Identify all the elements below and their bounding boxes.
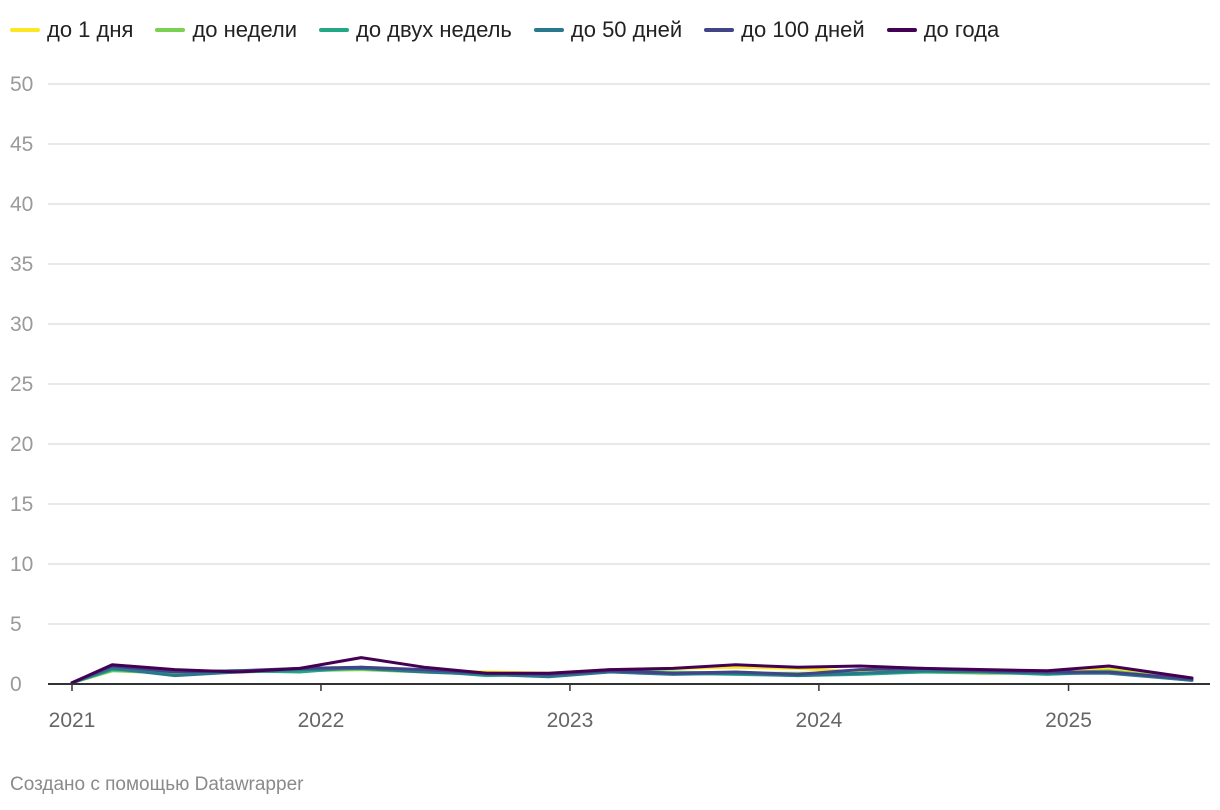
- x-tick-label: 2023: [547, 709, 594, 732]
- legend-item: до недели: [155, 17, 297, 43]
- legend-swatch: [10, 28, 40, 32]
- legend-label: до недели: [192, 17, 297, 42]
- legend-label: до 50 дней: [570, 17, 683, 42]
- legend-swatch: [319, 28, 349, 32]
- x-tick-label: 2025: [1045, 709, 1092, 732]
- chart-legend: до 1 дня до недели до двух недель до 50 дне…: [10, 14, 999, 46]
- y-tick-label: 50: [10, 73, 33, 96]
- y-tick-label: 5: [10, 613, 22, 636]
- x-tick-label: 2021: [49, 709, 96, 732]
- y-tick-label: 20: [10, 433, 33, 456]
- y-tick-label: 45: [10, 133, 33, 156]
- legend-item: до 1 дня: [10, 17, 133, 43]
- legend-item: до 100 дней: [704, 17, 865, 43]
- y-tick-label: 30: [10, 313, 33, 336]
- legend-swatch: [533, 28, 564, 32]
- y-tick-label: 25: [10, 373, 33, 396]
- legend-swatch: [704, 28, 735, 32]
- y-tick-label: 35: [10, 253, 33, 276]
- legend-item: до двух недель: [319, 17, 512, 43]
- y-tick-label: 10: [10, 553, 33, 576]
- series-line-6: [70, 656, 1194, 685]
- legend-label: до 100 дней: [741, 17, 865, 42]
- legend-swatch: [155, 28, 186, 32]
- x-tick-label: 2024: [796, 709, 843, 732]
- legend-item: до года: [886, 17, 1000, 43]
- legend-item: до 50 дней: [533, 17, 683, 43]
- y-tick-label: 0: [10, 673, 22, 696]
- y-tick-label: 15: [10, 493, 33, 516]
- legend-label: до года: [923, 17, 1000, 42]
- legend-swatch: [886, 28, 917, 32]
- x-tick-label: 2022: [298, 709, 345, 732]
- legend-label: до двух недель: [356, 17, 512, 42]
- datawrapper-credit: Создано с помощью Datawrapper: [10, 774, 304, 795]
- legend-label: до 1 дня: [47, 17, 134, 42]
- y-tick-label: 40: [10, 193, 33, 216]
